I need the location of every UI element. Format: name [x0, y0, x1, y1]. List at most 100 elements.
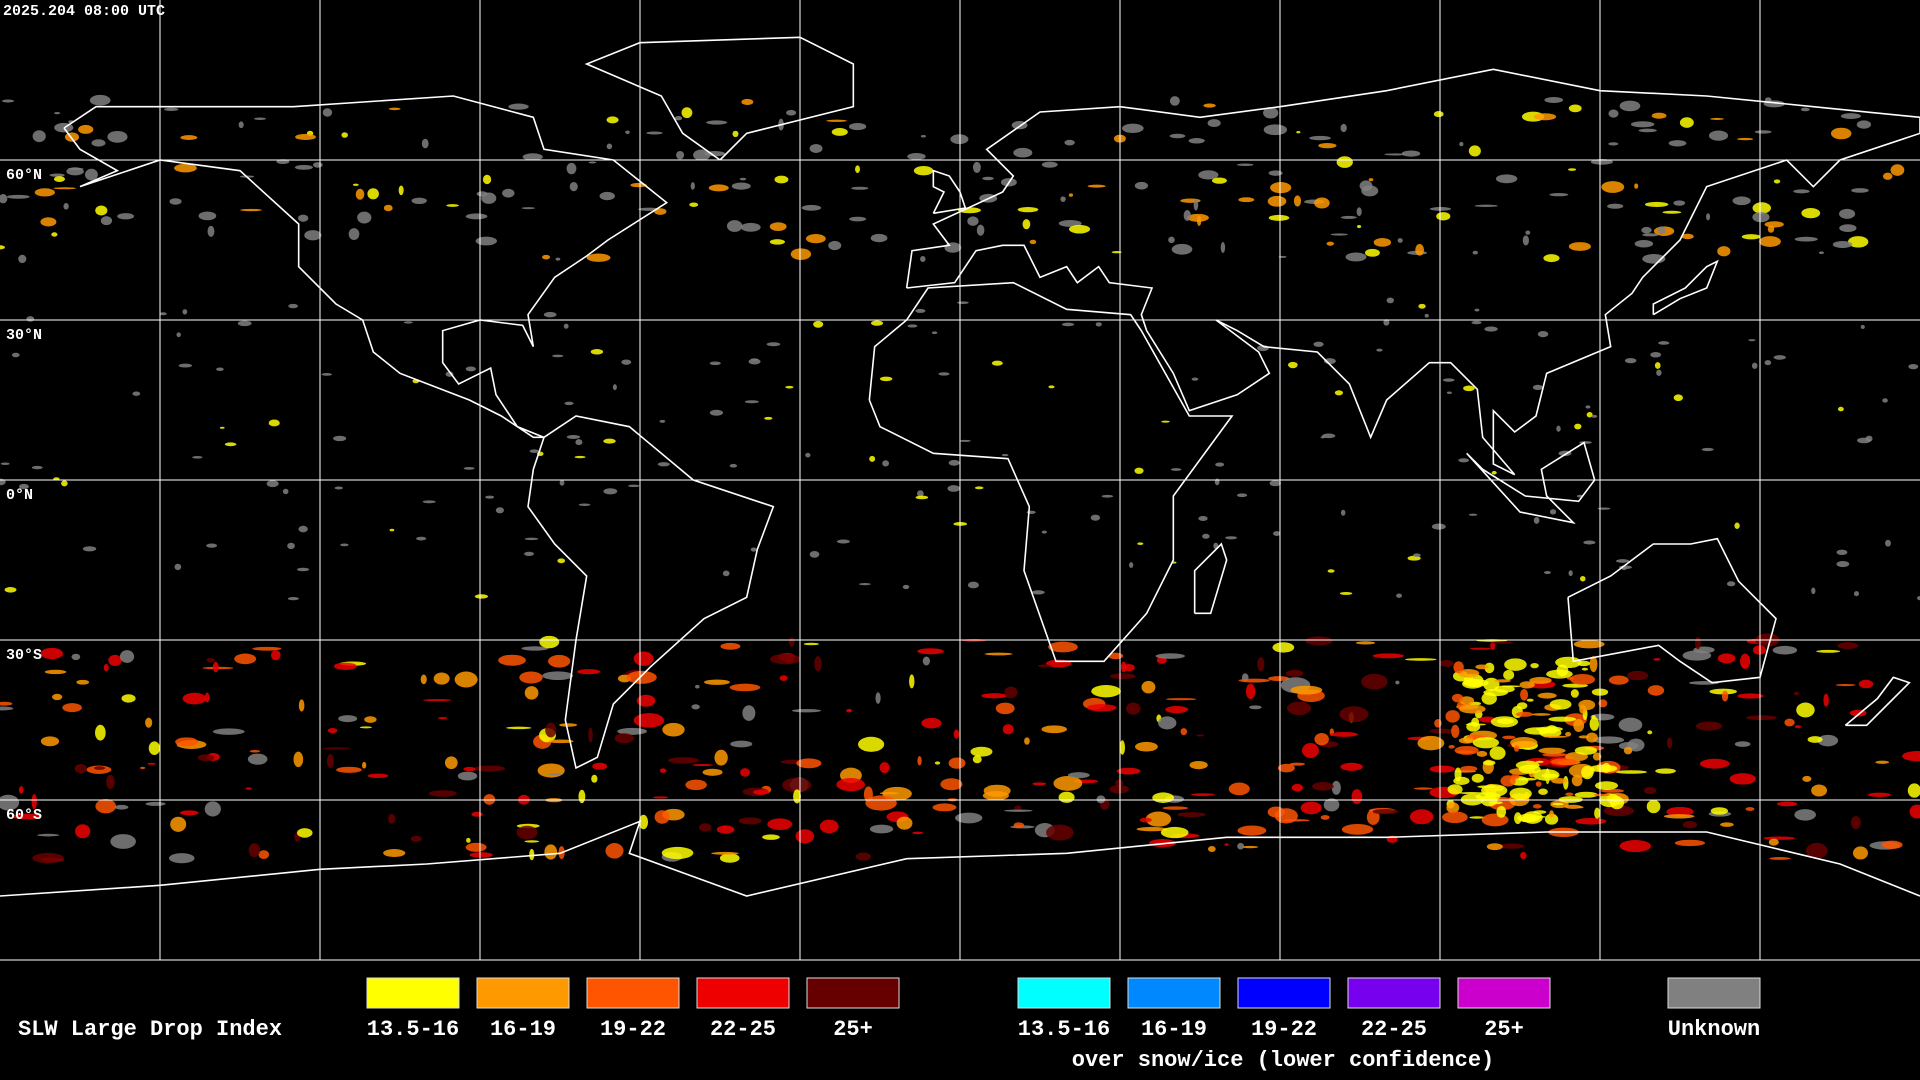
- cloud-speck: [633, 651, 654, 667]
- cloud-speck: [606, 143, 613, 150]
- cloud-speck: [61, 480, 68, 487]
- cloud-speck: [1710, 117, 1724, 120]
- cloud-speck: [1469, 816, 1485, 819]
- cloud-speck: [1139, 817, 1152, 823]
- cloud-speck: [1196, 734, 1205, 737]
- cloud-speck: [1270, 182, 1292, 194]
- cloud-speck: [34, 188, 55, 197]
- cloud-speck: [1776, 801, 1798, 807]
- cloud-speck: [1568, 570, 1573, 577]
- cloud-speck: [348, 228, 360, 241]
- cloud-speck: [653, 796, 669, 799]
- cloud-speck: [473, 765, 506, 772]
- cloud-speck: [465, 213, 488, 220]
- cloud-speck: [1516, 702, 1528, 710]
- cloud-speck: [769, 222, 787, 232]
- cloud-speck: [253, 117, 267, 120]
- cloud-speck: [740, 222, 761, 232]
- cloud-speck: [1549, 699, 1572, 710]
- cloud-speck: [1852, 846, 1868, 860]
- cloud-speck: [352, 183, 359, 186]
- cloud-speck: [543, 311, 557, 318]
- cloud-speck: [1383, 319, 1390, 326]
- cloud-speck: [1839, 208, 1856, 219]
- cloud-speck: [590, 349, 604, 355]
- cloud-speck: [1452, 693, 1464, 703]
- cloud-speck: [1619, 100, 1641, 112]
- cloud-speck: [522, 153, 543, 161]
- cloud-speck: [795, 829, 815, 844]
- cloud-speck: [54, 111, 61, 115]
- cloud-speck: [1433, 111, 1444, 118]
- cloud-speck: [819, 819, 839, 834]
- cloud-speck: [1773, 355, 1786, 360]
- cloud-speck: [753, 789, 769, 795]
- cloud-speck: [828, 240, 842, 251]
- cloud-speck: [1302, 743, 1319, 759]
- cloud-speck: [31, 794, 37, 810]
- cloud-speck: [463, 766, 476, 772]
- cloud-speck: [1500, 775, 1516, 787]
- cloud-speck: [791, 708, 822, 713]
- cloud-speck: [1556, 664, 1569, 677]
- cloud-speck: [1439, 660, 1454, 667]
- cloud-speck: [108, 654, 122, 666]
- cloud-speck: [1215, 462, 1225, 467]
- cloud-speck: [212, 728, 245, 735]
- cloud-speck: [1502, 735, 1516, 740]
- cloud-speck: [1314, 197, 1330, 209]
- cloud-speck: [1679, 117, 1694, 128]
- cloud-speck: [1064, 139, 1075, 146]
- cloud-speck: [917, 755, 922, 766]
- cloud-speck: [237, 320, 252, 327]
- cloud-speck: [119, 650, 135, 663]
- cloud-speck: [182, 692, 207, 705]
- cloud-speck: [1183, 210, 1191, 221]
- cloud-speck: [1413, 553, 1421, 558]
- cloud-speck: [1565, 731, 1572, 737]
- cloud-speck: [1503, 669, 1515, 681]
- legend-label: 25+: [1484, 1017, 1524, 1042]
- cloud-speck: [1458, 737, 1475, 744]
- cloud-speck: [915, 495, 929, 500]
- cloud-speck: [1203, 103, 1216, 108]
- cloud-speck: [117, 213, 135, 220]
- cloud-speck: [1647, 730, 1653, 735]
- cloud-speck: [1537, 330, 1549, 338]
- cloud-speck: [875, 692, 881, 704]
- cloud-speck: [1340, 215, 1357, 219]
- cloud-speck: [662, 722, 685, 737]
- cloud-speck: [1890, 164, 1905, 176]
- coastline: [905, 68, 1920, 476]
- cloud-speck: [1245, 683, 1256, 700]
- cloud-speck: [1650, 351, 1662, 358]
- cloud-speck: [1544, 570, 1551, 575]
- cloud-speck: [516, 825, 538, 840]
- cloud-speck: [831, 128, 848, 136]
- cloud-speck: [174, 563, 182, 571]
- cloud-speck: [1224, 843, 1229, 846]
- cloud-speck: [1376, 348, 1383, 352]
- cloud-speck: [313, 162, 323, 168]
- cloud-speck: [1634, 183, 1639, 189]
- cloud-speck: [836, 539, 850, 544]
- cloud-speck: [1721, 690, 1729, 702]
- cloud-speck: [896, 816, 913, 830]
- cloud-speck: [967, 216, 979, 226]
- cloud-speck: [599, 191, 615, 201]
- cloud-speck: [32, 130, 46, 143]
- cloud-speck: [1579, 441, 1592, 444]
- cloud-speck: [1836, 549, 1848, 556]
- cloud-speck: [612, 384, 617, 391]
- cloud-speck: [555, 257, 561, 261]
- cloud-speck: [577, 669, 601, 675]
- cloud-speck: [974, 486, 984, 490]
- cloud-speck: [1004, 809, 1033, 812]
- cloud-speck: [1496, 805, 1507, 818]
- cloud-speck: [1726, 581, 1736, 587]
- cloud-speck: [1489, 746, 1506, 760]
- cloud-speck: [1171, 243, 1193, 255]
- cloud-speck: [1533, 516, 1540, 524]
- cloud-speck: [1170, 468, 1182, 471]
- cloud-speck: [421, 138, 429, 149]
